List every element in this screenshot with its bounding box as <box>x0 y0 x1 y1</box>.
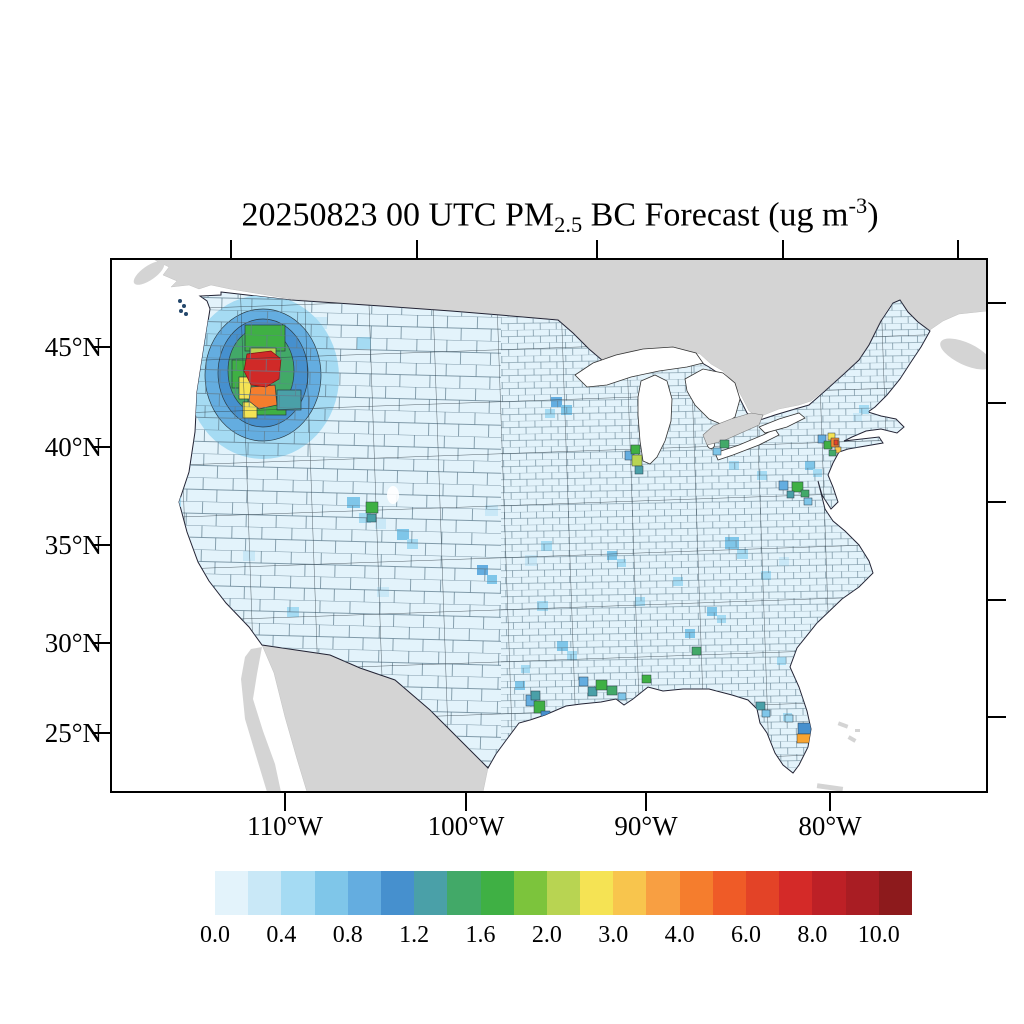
islands <box>816 721 860 792</box>
axis-ticks <box>92 240 1006 811</box>
houston-green <box>533 700 546 714</box>
colorbar-cell <box>613 871 647 915</box>
dc-green <box>791 481 804 493</box>
y-tick-label: 30°N <box>44 628 102 658</box>
nova-scotia <box>940 338 987 370</box>
lake-ontario <box>758 412 806 434</box>
louisiana-green <box>595 679 608 691</box>
lake-huron <box>684 368 741 426</box>
title-suffix: ) <box>867 196 879 234</box>
colorbar-tick-label: 8.0 <box>797 922 828 948</box>
colorbar-cell <box>248 871 282 915</box>
colorbar-cell <box>646 871 680 915</box>
colorbar-cell <box>845 871 879 915</box>
lake-erie <box>714 428 780 461</box>
colorbar-cell <box>447 871 481 915</box>
colorbar-cell <box>414 871 448 915</box>
colorbar-tick-label: 10.0 <box>857 922 900 948</box>
colorbar-tick-label: 6.0 <box>731 922 762 948</box>
colorbar-cell <box>546 871 581 915</box>
colorbar-tick-label: 4.0 <box>664 922 695 948</box>
colorbar-cell <box>779 871 813 915</box>
ontario-peninsula <box>702 412 764 446</box>
vancouver-island <box>133 261 165 285</box>
great-salt-lake <box>387 486 399 504</box>
x-tick-label: 110°W <box>247 811 323 841</box>
florida-blue <box>797 722 812 735</box>
title-superscript: -3 <box>848 193 868 218</box>
colorbar-cell <box>215 871 249 915</box>
colorbar-tick-label: 3.0 <box>598 922 629 948</box>
chicago-green <box>630 444 641 455</box>
baja-peninsula <box>241 647 281 792</box>
chicago-cook-county <box>631 454 643 467</box>
colorbar-cell <box>679 871 713 915</box>
colorbar-tick-label: 0.0 <box>200 922 230 948</box>
colorbar-cell <box>480 871 514 915</box>
lake-michigan <box>637 374 673 465</box>
metro-hotspots <box>365 432 849 761</box>
detroit-blue <box>712 447 722 456</box>
nyc-red <box>833 439 839 446</box>
colorbar-tick-label: 0.4 <box>266 922 297 948</box>
title-middle: BC Forecast (ug m <box>582 196 849 234</box>
colorbar-cell <box>580 871 614 915</box>
salt-lake-teal <box>366 513 377 523</box>
colorbar-cell <box>513 871 547 915</box>
tampa-teal <box>755 701 766 711</box>
great-lakes <box>574 346 806 465</box>
colorbar-cell <box>347 871 381 915</box>
lake-superior <box>574 346 704 388</box>
houston-teal <box>530 690 541 701</box>
colorbar-cell <box>746 871 780 915</box>
salt-lake-green <box>365 501 379 514</box>
title-subscript: 2.5 <box>554 212 583 238</box>
x-tick-label: 90°W <box>614 811 678 841</box>
mississippi-green <box>641 674 652 684</box>
map-frame <box>110 258 988 793</box>
puget-sound <box>178 296 188 316</box>
map-content <box>111 259 987 792</box>
chicago-teal <box>634 465 644 475</box>
colorbar-labels: 0.0 0.4 0.8 1.2 1.6 2.0 3.0 4.0 6.0 8.0 10.0 <box>200 922 912 950</box>
colorbar-cell <box>712 871 746 915</box>
colorbar-cell <box>380 871 415 915</box>
colorbar-tick-label: 1.2 <box>399 922 430 948</box>
colorbar-cell <box>281 871 315 915</box>
y-tick-label: 40°N <box>44 432 102 462</box>
colorbar-tick-label: 2.0 <box>531 922 562 948</box>
y-tick-label: 25°N <box>44 718 102 748</box>
y-tick-label: 35°N <box>44 530 102 560</box>
detroit-green <box>719 439 730 449</box>
colorbar-cell <box>314 871 348 915</box>
colorbar-tick-label: 1.6 <box>465 922 496 948</box>
colorbar-cell <box>878 871 912 915</box>
colorbar-tick-label: 0.8 <box>332 922 363 948</box>
alabama-green <box>691 646 702 656</box>
colorbar-cells <box>215 871 912 915</box>
x-tick-label: 100°W <box>427 811 505 841</box>
y-tick-label: 45°N <box>44 332 102 362</box>
x-tick-label: 80°W <box>798 811 862 841</box>
plot-title: 20250823 00 UTC PM2.5 BC Forecast (ug m-… <box>60 186 1024 245</box>
colorbar-cell <box>812 871 846 915</box>
title-prefix: 20250823 00 UTC PM <box>241 196 555 234</box>
map-canvas <box>92 240 1006 811</box>
